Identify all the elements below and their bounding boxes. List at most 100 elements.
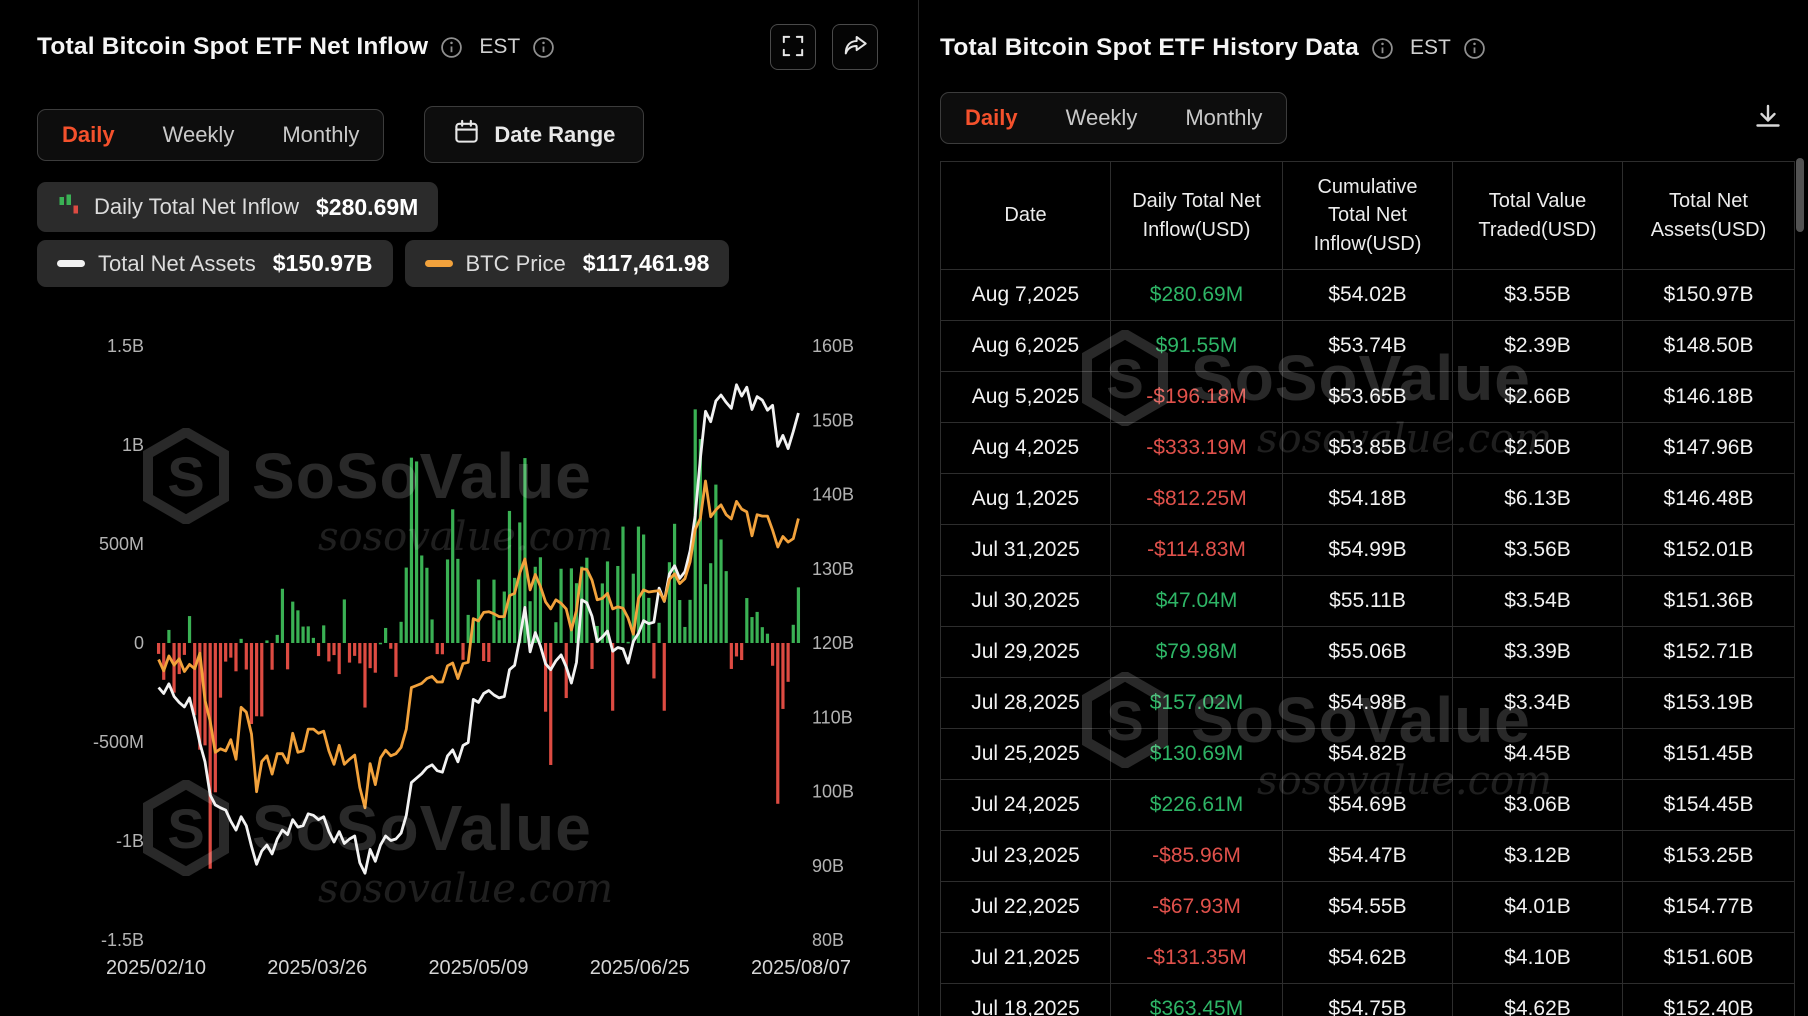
tab-daily[interactable]: Daily: [38, 110, 139, 160]
info-icon[interactable]: [1463, 37, 1486, 60]
tab-monthly[interactable]: Monthly: [1161, 93, 1286, 143]
scrollbar-thumb[interactable]: [1796, 158, 1804, 232]
inflow-cell: $157.02M: [1110, 677, 1283, 729]
inflow-cell: $226.61M: [1110, 779, 1283, 831]
inflow-bar: [678, 600, 682, 643]
inflow-bar: [533, 566, 537, 643]
inflow-bar: [765, 633, 770, 643]
legend-label: Daily Total Net Inflow: [94, 194, 300, 219]
bar-series-icon: [57, 192, 81, 222]
inflow-bar: [719, 539, 723, 643]
cumulative-cell: $54.99B: [1282, 524, 1453, 576]
inflow-cell: -$67.93M: [1110, 881, 1283, 933]
chart-canvas[interactable]: 1.5B 1B 500M 0 -500M -1B -1.5B 160B 150B 140B 130B…: [0, 310, 890, 1016]
tab-daily[interactable]: Daily: [941, 93, 1042, 143]
header-daily-net-inflow: Daily Total Net Inflow(USD): [1110, 161, 1283, 270]
header-date: Date: [940, 161, 1111, 270]
inflow-bar: [353, 643, 357, 656]
assets-cell: $146.48B: [1622, 473, 1795, 525]
date-cell: Jul 22,2025: [940, 881, 1111, 933]
inflow-bar: [451, 509, 455, 643]
inflow-bar: [724, 571, 728, 643]
assets-cell: $153.25B: [1622, 830, 1795, 882]
chart-panel-header: Total Bitcoin Spot ETF Net Inflow EST: [37, 22, 878, 72]
cumulative-cell: $54.02B: [1282, 269, 1453, 321]
inflow-bar: [657, 622, 661, 643]
inflow-bar: [270, 643, 274, 670]
tab-monthly[interactable]: Monthly: [258, 110, 383, 160]
inflow-bar: [518, 522, 522, 643]
assets-cell: $153.19B: [1622, 677, 1795, 729]
legend-total-net-assets[interactable]: Total Net Assets $150.97B: [37, 240, 393, 287]
legend-value: $117,461.98: [582, 250, 710, 276]
date-cell: Jul 18,2025: [940, 983, 1111, 1016]
inflow-cell: $280.69M: [1110, 269, 1283, 321]
table-row: Jul 22,2025 -$67.93M $54.55B $4.01B $154.77B: [940, 881, 1795, 933]
info-icon[interactable]: [440, 36, 463, 59]
table-row: Jul 24,2025 $226.61M $54.69B $3.06B $154.45B: [940, 779, 1795, 831]
table-row: Aug 5,2025 -$196.18M $53.65B $2.66B $146.18B: [940, 371, 1795, 423]
inflow-bar: [316, 643, 321, 657]
assets-cell: $152.01B: [1622, 524, 1795, 576]
cumulative-cell: $54.82B: [1282, 728, 1453, 780]
table-row: Jul 21,2025 -$131.35M $54.62B $4.10B $151.60…: [940, 932, 1795, 984]
inflow-bar: [559, 568, 563, 643]
legend-value: $280.69M: [316, 193, 419, 220]
total-net-assets-line: [157, 383, 800, 875]
right-axis-tick-label: 120B: [812, 633, 854, 653]
inflow-cell: -$131.35M: [1110, 932, 1283, 984]
table-row: Jul 31,2025 -$114.83M $54.99B $3.56B $152.01…: [940, 524, 1795, 576]
share-button[interactable]: [832, 24, 878, 70]
inflow-bar: [466, 614, 470, 643]
right-axis-tick-label: 90B: [812, 856, 844, 876]
traded-cell: $6.13B: [1452, 473, 1623, 525]
download-button[interactable]: [1746, 96, 1790, 140]
assets-cell: $154.45B: [1622, 779, 1795, 831]
table-row: Aug 6,2025 $91.55M $53.74B $2.39B $148.50B: [940, 320, 1795, 372]
traded-cell: $3.39B: [1452, 626, 1623, 678]
date-cell: Aug 1,2025: [940, 473, 1111, 525]
info-icon[interactable]: [532, 36, 555, 59]
chart-panel-title: Total Bitcoin Spot ETF Net Inflow: [37, 33, 429, 60]
inflow-bar: [420, 555, 424, 643]
inflow-bar: [616, 565, 620, 643]
inflow-bar: [585, 557, 589, 643]
net-inflow-chart[interactable]: 1.5B 1B 500M 0 -500M -1B -1.5B 160B 150B 140B 130B…: [0, 310, 890, 1016]
net-inflow-chart-panel: Total Bitcoin Spot ETF Net Inflow EST: [0, 0, 919, 1016]
inflow-bar: [445, 559, 450, 643]
inflow-bar: [791, 624, 795, 643]
left-axis-tick-label: -500M: [93, 732, 144, 752]
info-icon[interactable]: [1371, 37, 1394, 60]
inflow-bar: [611, 643, 615, 711]
inflow-bar: [399, 621, 403, 643]
fullscreen-button[interactable]: [770, 24, 816, 70]
header-cumulative-net-inflow: Cumulative Total Net Inflow(USD): [1282, 161, 1453, 270]
inflow-bar: [456, 558, 460, 643]
inflow-bar: [755, 611, 759, 643]
x-axis-tick-label: 2025/02/10: [106, 957, 206, 979]
inflow-bar: [440, 643, 444, 655]
assets-cell: $150.97B: [1622, 269, 1795, 321]
timezone-label: EST: [1409, 36, 1451, 59]
download-icon: [1752, 101, 1784, 136]
x-axis-tick-label: 2025/03/26: [267, 957, 367, 979]
inflow-bar: [239, 638, 243, 643]
inflow-bar: [513, 577, 517, 643]
history-period-tabs: Daily Weekly Monthly: [940, 92, 1288, 144]
tab-weekly[interactable]: Weekly: [139, 110, 259, 160]
inflow-bar: [771, 643, 775, 666]
assets-cell: $151.45B: [1622, 728, 1795, 780]
tab-weekly[interactable]: Weekly: [1042, 93, 1162, 143]
chart-controls: Daily Weekly Monthly Date Range: [37, 106, 645, 163]
traded-cell: $3.54B: [1452, 575, 1623, 627]
table-row: Aug 4,2025 -$333.19M $53.85B $2.50B $147.96B: [940, 422, 1795, 474]
inflow-bar: [296, 610, 300, 643]
inflow-bar: [218, 643, 223, 698]
cumulative-cell: $54.62B: [1282, 932, 1453, 984]
legend-btc-price[interactable]: BTC Price $117,461.98: [404, 240, 730, 287]
date-range-button[interactable]: Date Range: [424, 106, 645, 163]
legend-daily-net-inflow[interactable]: Daily Total Net Inflow $280.69M: [37, 182, 439, 232]
table-row: Jul 18,2025 $363.45M $54.75B $4.62B $152.40B: [940, 983, 1795, 1016]
assets-cell: $154.77B: [1622, 881, 1795, 933]
inflow-bar: [162, 643, 166, 680]
